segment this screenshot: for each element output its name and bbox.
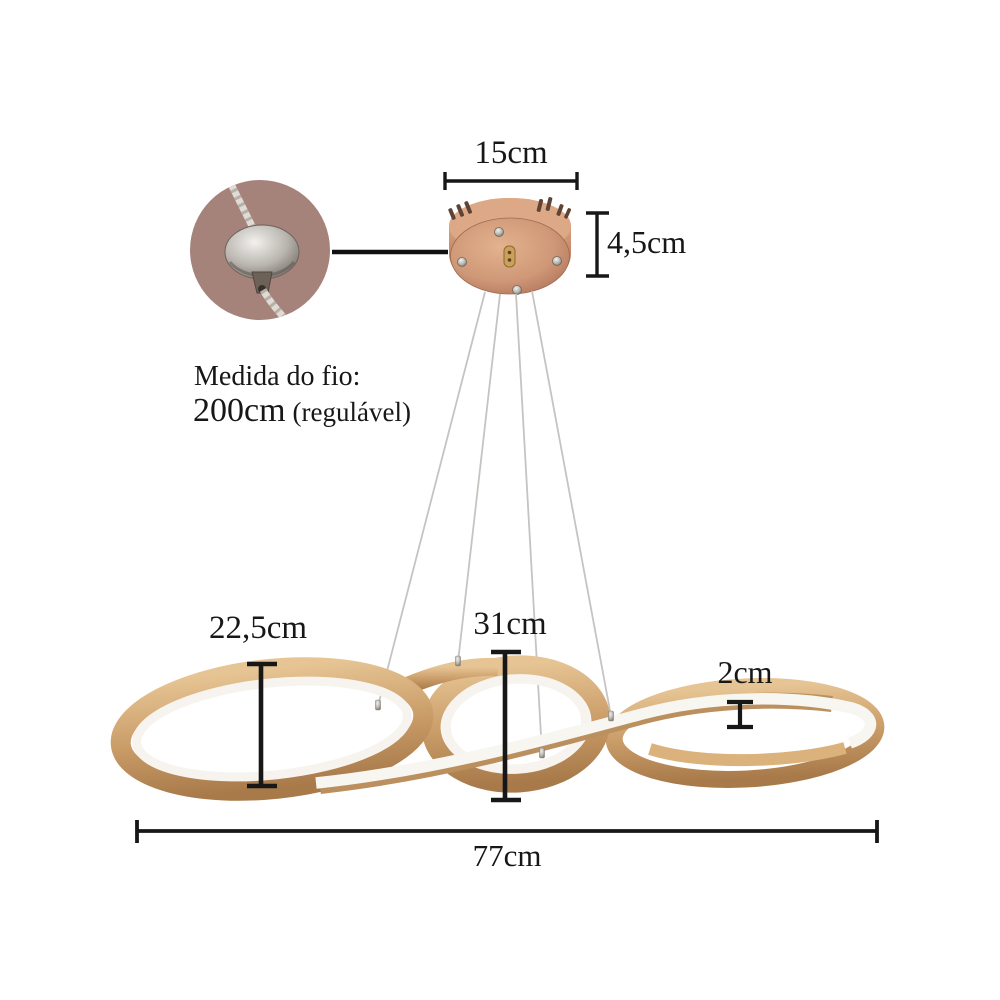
screw [512,285,522,295]
strip-thickness-label: 2cm [717,654,773,690]
vent-slot [536,199,544,212]
center-height-label: 31cm [473,606,547,642]
dimension-strip-thickness [727,699,753,730]
detail-inset-circle [190,180,448,320]
left-loop-diffuser [132,676,412,782]
dimension-left-loop-height [247,661,277,789]
vent-slot [456,204,465,217]
connector-dot [507,250,512,255]
suspension-wire [457,293,501,663]
lamp-body [110,655,885,801]
screw [552,256,562,266]
left-loop-height-label: 22,5cm [208,610,308,646]
cord-title-label: Medida do fio: [194,361,361,392]
vent-slot [564,208,572,219]
left-loop-gold-band [110,657,434,801]
wire-fitting [375,699,381,711]
wire-fitting [455,655,461,667]
middle-ring-gold-band [421,655,611,793]
dimension-lines [135,172,879,843]
vent-slot [448,208,456,220]
canopy-screws [457,227,562,295]
dimension-center-height [491,649,521,803]
canopy-vent-slots [448,197,572,220]
total-width-label: 77cm [472,838,542,873]
canopy-width-label: 15cm [474,135,548,171]
wire-fitting [539,747,545,759]
screw [457,257,467,267]
screw [494,227,504,237]
canopy-center-connector [503,245,516,268]
vent-slot [556,204,564,216]
suspension-wire [531,290,612,717]
cord-length-note: (regulável) [292,397,411,427]
vent-slot [464,201,473,214]
vent-slot [545,197,553,211]
ceiling-canopy [448,197,572,295]
middle-ring-diffuser [441,674,591,774]
wire-fittings [375,655,614,759]
cord-length-label: 200cm (regulável) [193,393,411,429]
adjuster-dome [224,224,300,280]
diagonal-band-diffuser [315,693,877,789]
dimension-total-width [135,820,879,843]
dimension-canopy-height [586,211,609,278]
cord-length-value: 200cm [193,392,286,429]
wire-fitting [608,710,614,722]
right-loop-inner-gold [648,742,847,767]
suspension-wire [377,291,486,707]
dimension-canopy-width [443,172,579,190]
canopy-height-label: 4,5cm [607,224,687,260]
connector-dot [507,258,512,262]
